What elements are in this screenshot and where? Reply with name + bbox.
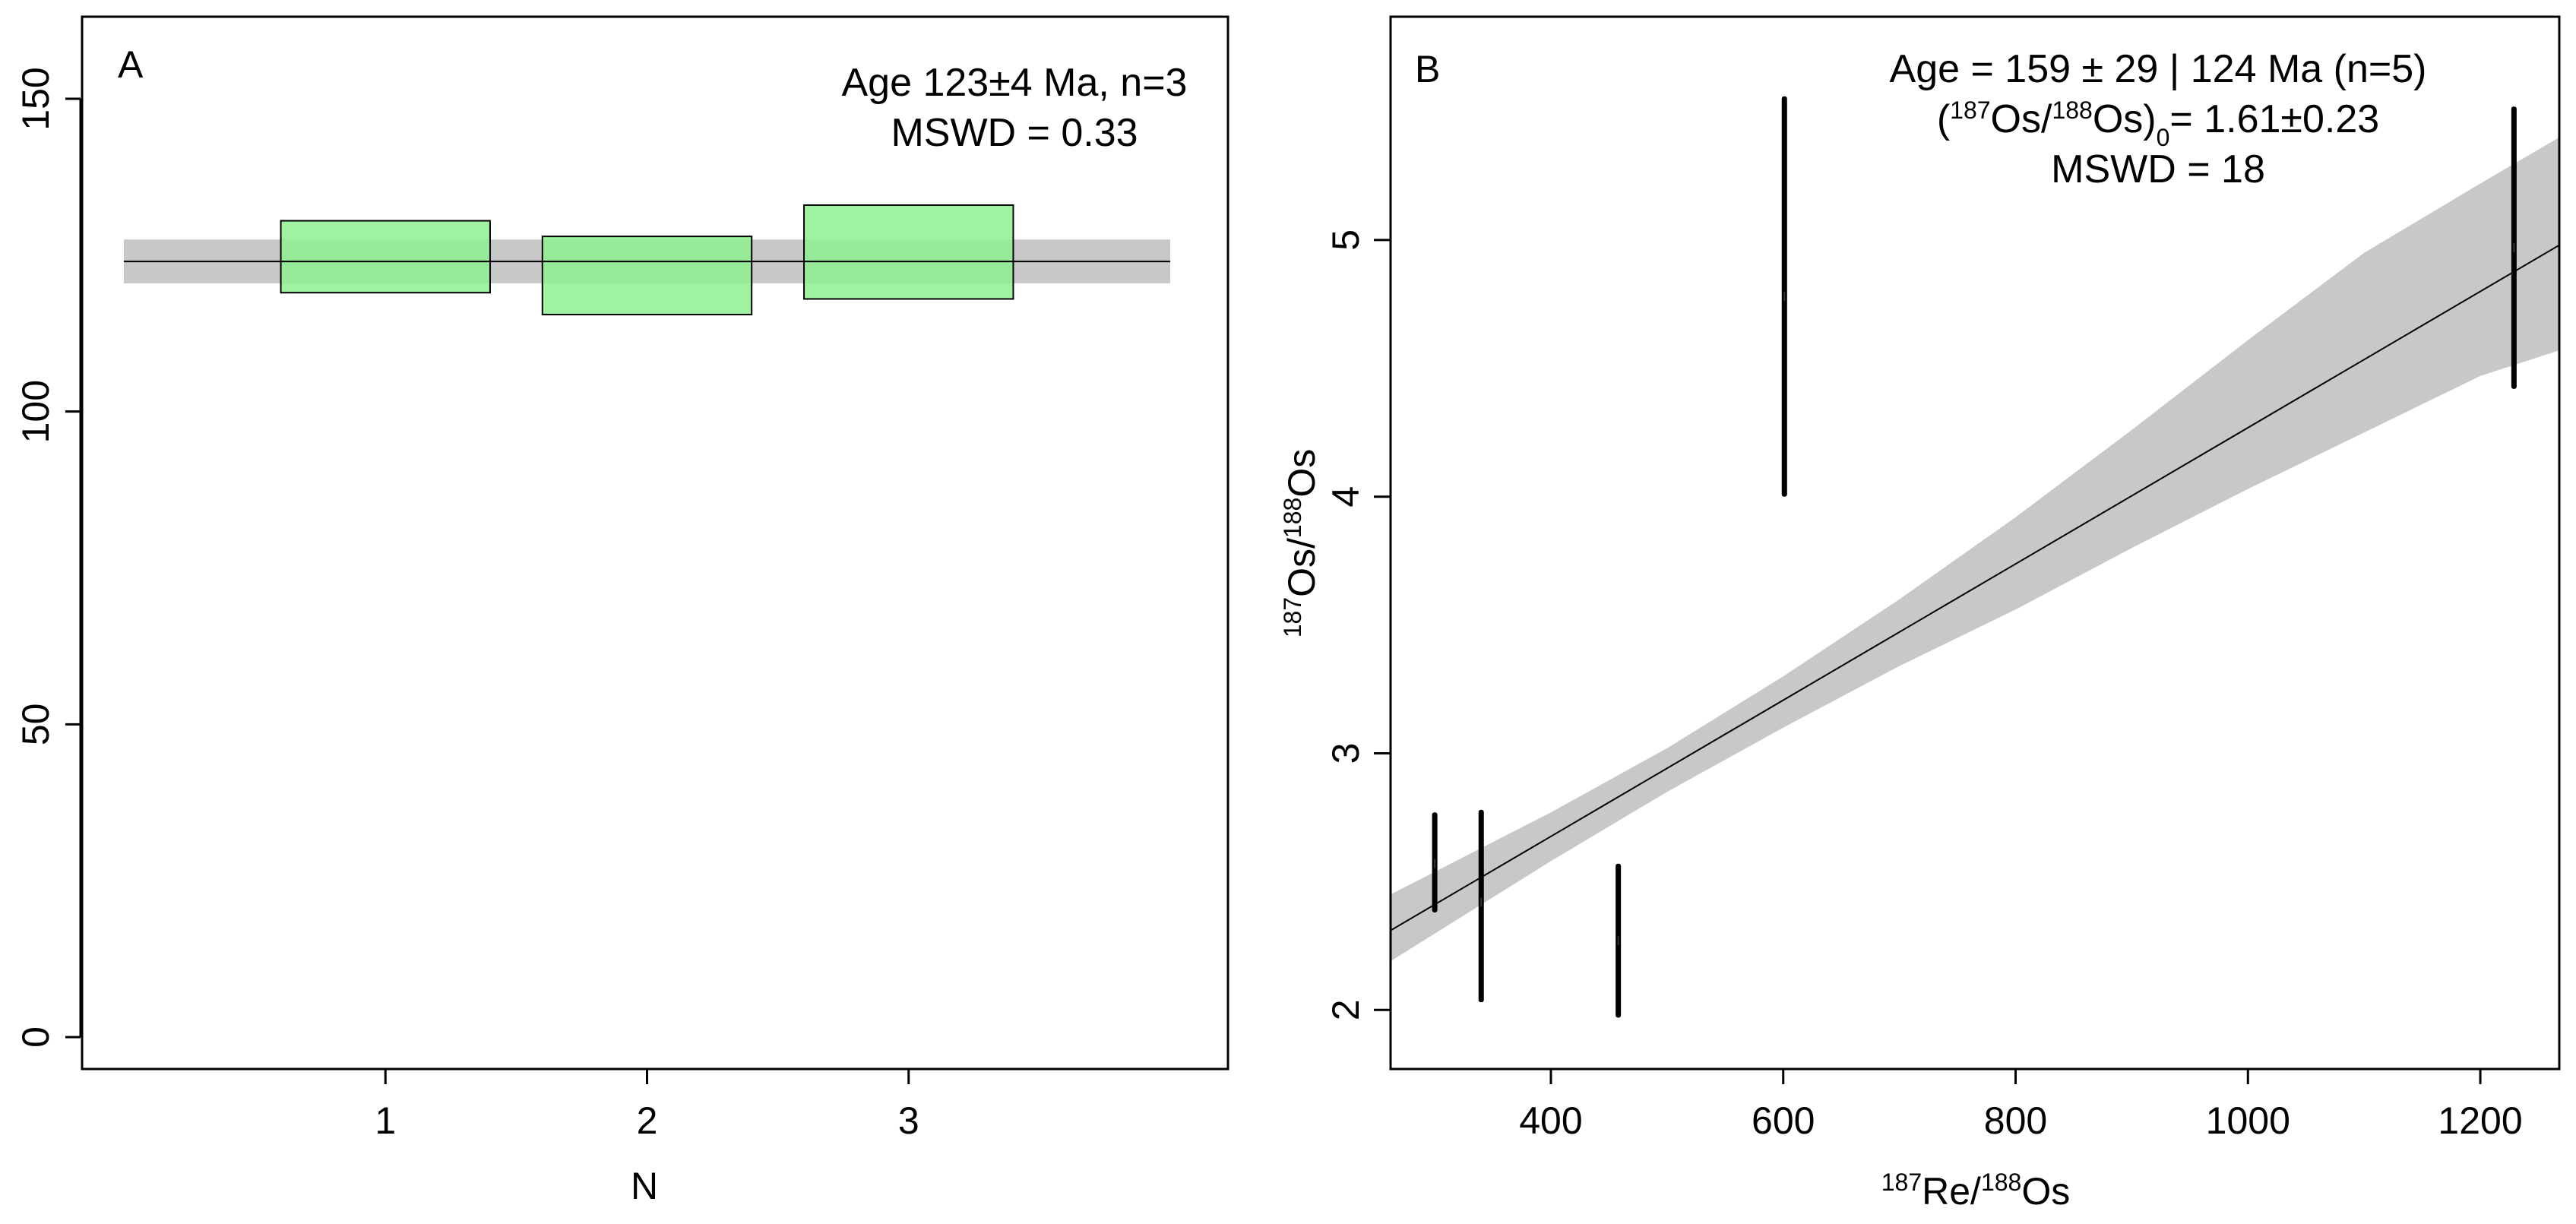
regression-error-envelope	[1391, 137, 2559, 962]
panel-a-x-axis: 1 2 3	[375, 1069, 919, 1142]
panel-a-y-axis: 0 50 100 150	[14, 67, 82, 1048]
panel-b-mswd-annotation: MSWD = 18	[2051, 147, 2265, 191]
panel-b-age-annotation: Age = 159 ± 29 | 124 Ma (n=5)	[1890, 47, 2427, 91]
data-point	[1478, 809, 1484, 1003]
panel-b-y-tick-label: 5	[1324, 229, 1367, 251]
panel-a-x-axis-title: N	[631, 1165, 658, 1207]
age-box	[803, 204, 1014, 300]
data-point	[1781, 96, 1787, 497]
panel-a-mswd-annotation: MSWD = 0.33	[891, 111, 1138, 155]
panel-a-x-tick-label: 2	[637, 1099, 658, 1142]
regression-line-stroke	[1390, 244, 2560, 931]
panel-a-frame	[81, 15, 1229, 1071]
age-box-rect	[803, 204, 1014, 300]
panel-b-initial-ratio-annotation: (187Os/188Os)0= 1.61±0.23	[1937, 96, 2379, 151]
panel-a-x-tick-label: 1	[375, 1099, 396, 1142]
panel-a-x-tick-label: 3	[898, 1099, 919, 1142]
panel-b-x-tick-label: 800	[1984, 1099, 2047, 1142]
panel-b-x-tick-label: 400	[1519, 1099, 1582, 1142]
data-point	[1432, 812, 1438, 912]
panel-a-y-tick-label: 50	[14, 704, 57, 746]
panel-b-y-axis: 2 3 4 5	[1324, 229, 1391, 1020]
panel-b-x-axis: 400 600 800 1000 1200	[1519, 1069, 2523, 1142]
data-point	[2511, 106, 2517, 389]
panel-b-y-axis-title: 187Os/188Os	[1279, 449, 1323, 637]
panel-b-x-axis-title: 187Re/188Os	[1881, 1169, 2071, 1213]
panel-b: 2 3 4 5 400 600 800 1000 1200 B Age = 159 ± 29 …	[1279, 15, 2561, 1213]
regression-error-envelope-shape	[1391, 137, 2559, 962]
panel-a-age-annotation: Age 123±4 Ma, n=3	[842, 61, 1188, 105]
regression-line	[1390, 244, 2560, 931]
age-box	[541, 236, 753, 316]
panel-b-y-tick-label: 4	[1324, 486, 1367, 508]
age-box-rect	[280, 220, 491, 294]
age-box	[280, 220, 491, 294]
isochron-data-points	[1432, 96, 2517, 1018]
panel-b-x-tick-label: 600	[1752, 1099, 1815, 1142]
panel-a-y-tick-label: 100	[14, 380, 57, 443]
panel-a-label: A	[118, 43, 144, 86]
panel-b-x-tick-label: 1200	[2438, 1099, 2522, 1142]
age-box-rect	[541, 236, 753, 316]
panel-b-y-tick-label: 2	[1324, 999, 1367, 1020]
panel-a-y-tick-label: 0	[14, 1026, 57, 1048]
panel-b-label: B	[1415, 48, 1440, 90]
panel-a: 0 50 100 150 1 2 3 A Age 123±4 Ma, n=3 MSWD =…	[14, 15, 1229, 1207]
age-boxes	[280, 204, 1014, 316]
data-point	[1616, 863, 1622, 1018]
panel-b-y-tick-label: 3	[1324, 743, 1367, 764]
panel-b-frame	[1389, 15, 2561, 1071]
panel-b-x-tick-label: 1000	[2206, 1099, 2290, 1142]
panel-a-y-tick-label: 150	[14, 67, 57, 130]
